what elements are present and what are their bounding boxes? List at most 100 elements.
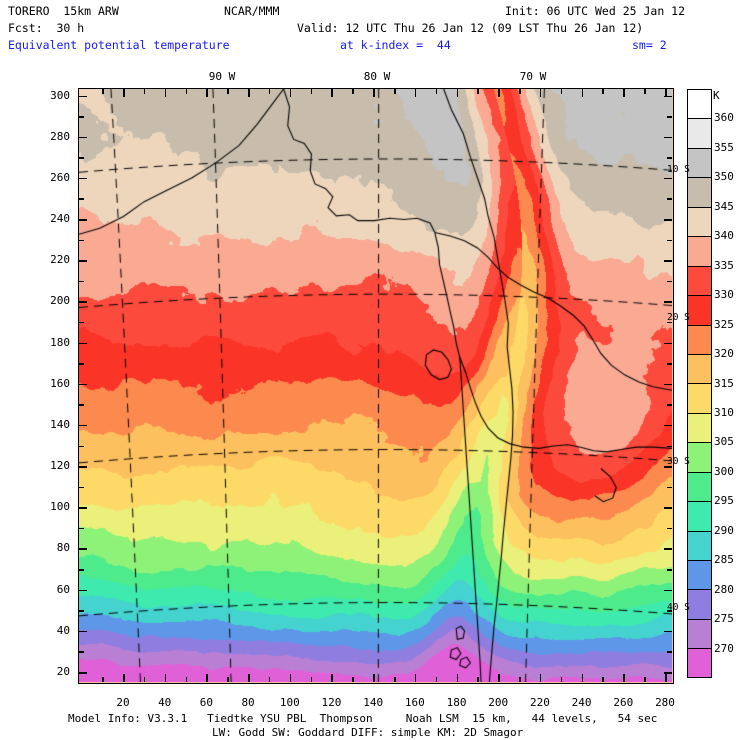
lat-label: 30 S <box>667 456 690 467</box>
map-plot-area[interactable] <box>78 88 674 684</box>
lat-label: 10 S <box>667 164 690 175</box>
model-info-line-2: LW: Godd SW: Goddard DIFF: simple KM: 2D… <box>212 726 524 739</box>
forecast-hour: Fcst: 30 h <box>8 21 85 35</box>
y-minor-tick <box>79 445 84 448</box>
x-tick-label: 140 <box>363 696 384 709</box>
y-tick <box>79 424 87 427</box>
colorbar-tick-label: 345 <box>714 199 734 213</box>
colorbar-tick-label: 285 <box>714 553 734 567</box>
colorbar-swatch[interactable] <box>687 530 712 560</box>
colorbar-swatch[interactable] <box>687 118 712 148</box>
x-tick <box>206 89 208 97</box>
colorbar-tick-label: 320 <box>714 347 734 361</box>
y-tick-right <box>664 219 672 221</box>
y-minor-tick <box>667 569 672 571</box>
colorbar-swatch[interactable] <box>687 501 712 531</box>
x-tick-label: 280 <box>655 696 675 709</box>
x-tick <box>623 674 625 682</box>
y-minor-tick <box>667 445 672 448</box>
colorbar-swatch[interactable] <box>687 589 712 619</box>
x-minor-tick <box>143 89 146 94</box>
y-minor-tick <box>79 239 84 242</box>
colorbar-swatch[interactable] <box>687 648 712 678</box>
y-minor-tick <box>667 404 672 406</box>
y-minor-tick <box>667 239 672 242</box>
x-tick <box>123 674 125 682</box>
y-tick-label: 160 <box>50 376 70 390</box>
y-tick-label: 100 <box>50 500 70 514</box>
lon-label: 70 W <box>519 70 547 83</box>
y-tick-right <box>664 136 672 139</box>
map-overlay <box>79 89 672 682</box>
k-index-label: at k-index = 44 <box>340 38 451 52</box>
x-tick <box>164 674 167 682</box>
lat-label: 40 S <box>667 602 690 613</box>
colorbar-swatch[interactable] <box>687 442 712 472</box>
x-tick <box>248 89 250 97</box>
x-tick-label: 20 <box>116 696 130 709</box>
colorbar-swatch[interactable] <box>687 236 712 266</box>
colorbar-swatch[interactable] <box>687 560 712 590</box>
y-tick-right <box>664 548 672 550</box>
colorbar-tick-label: 295 <box>714 494 734 508</box>
x-minor-tick <box>394 677 396 682</box>
y-tick <box>79 136 87 139</box>
y-minor-tick <box>79 280 84 283</box>
y-minor-tick <box>79 651 84 653</box>
x-minor-tick <box>268 89 271 94</box>
x-tick <box>581 89 584 97</box>
x-tick <box>373 674 375 682</box>
colorbar-swatch[interactable] <box>687 324 712 354</box>
init-time: Init: 06 UTC Wed 25 Jan 12 <box>505 4 686 18</box>
x-tick <box>414 674 417 682</box>
colorbar-swatch[interactable] <box>687 471 712 502</box>
x-tick <box>123 89 125 97</box>
y-minor-tick <box>667 321 672 324</box>
y-minor-tick <box>667 198 672 200</box>
y-minor-tick <box>667 280 672 283</box>
y-minor-tick <box>79 157 84 159</box>
colorbar-swatch[interactable] <box>687 89 712 119</box>
y-tick-right <box>664 177 672 180</box>
colorbar-swatch[interactable] <box>687 412 712 443</box>
y-tick-right <box>664 672 672 674</box>
colorbar[interactable] <box>687 89 712 678</box>
x-tick <box>623 89 625 97</box>
x-tick-label: 40 <box>158 696 172 709</box>
x-tick-label: 200 <box>488 696 509 709</box>
x-tick-label: 180 <box>446 696 467 709</box>
colorbar-swatch[interactable] <box>687 177 712 207</box>
y-tick-label: 120 <box>50 459 70 473</box>
colorbar-tick-label: 315 <box>714 376 734 390</box>
x-tick-label: 100 <box>279 696 300 709</box>
colorbar-swatch[interactable] <box>687 353 712 384</box>
smoothing-label: sm= 2 <box>632 38 667 52</box>
y-minor-tick <box>79 610 84 612</box>
lon-label: 90 W <box>208 70 236 83</box>
x-tick <box>414 89 417 97</box>
colorbar-swatch[interactable] <box>687 147 712 178</box>
y-tick <box>79 548 87 550</box>
y-tick-label: 220 <box>50 253 70 267</box>
x-tick-label: 240 <box>571 696 592 709</box>
colorbar-swatch[interactable] <box>687 618 712 649</box>
lon-label: 80 W <box>363 70 391 83</box>
x-minor-tick <box>310 677 313 682</box>
colorbar-swatch[interactable] <box>687 383 712 413</box>
x-minor-tick <box>102 89 104 94</box>
center-label: NCAR/MMM <box>224 4 280 18</box>
y-minor-tick <box>79 486 84 489</box>
colorbar-swatch[interactable] <box>687 295 712 325</box>
y-tick-right <box>664 95 672 97</box>
y-tick-right <box>664 589 672 592</box>
x-minor-tick <box>268 677 271 682</box>
y-tick <box>79 260 87 262</box>
x-minor-tick <box>644 677 646 682</box>
y-tick <box>79 219 87 221</box>
colorbar-swatch[interactable] <box>687 206 712 237</box>
x-tick <box>289 89 292 97</box>
colorbar-tick-label: 355 <box>714 140 734 154</box>
y-tick-right <box>664 342 672 345</box>
colorbar-swatch[interactable] <box>687 265 712 296</box>
y-tick-right <box>664 424 672 427</box>
